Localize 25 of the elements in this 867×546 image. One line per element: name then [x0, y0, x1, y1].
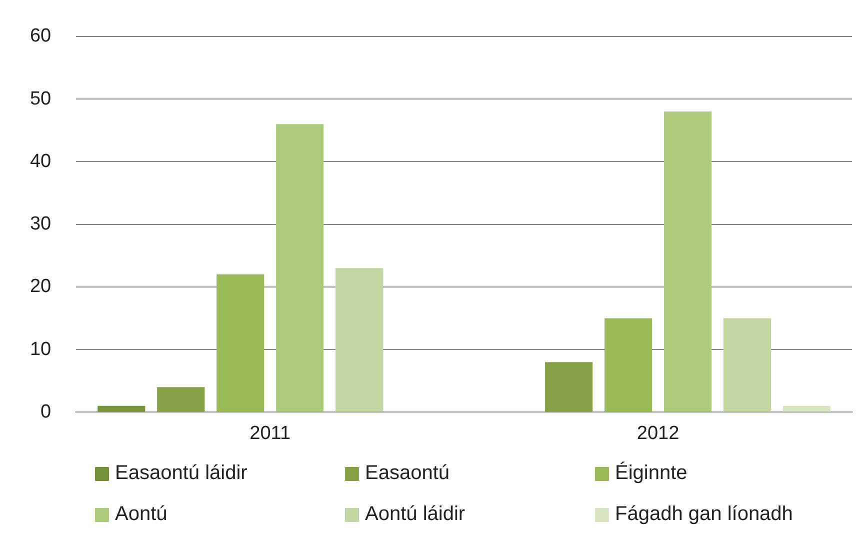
bar	[336, 268, 384, 412]
x-tick-label: 2011	[250, 422, 291, 444]
y-tick-label: 20	[30, 276, 52, 298]
bar	[157, 387, 205, 412]
legend-label: Easaontú láidir	[115, 462, 248, 485]
y-tick-label: 50	[30, 88, 52, 110]
y-tick-label: 10	[30, 338, 52, 360]
legend-label: Fágadh gan líonadh	[615, 503, 793, 526]
y-tick-label: 0	[40, 401, 52, 422]
legend-label: Easaontú	[365, 462, 450, 485]
y-tick-label: 30	[30, 214, 52, 235]
bar	[98, 406, 146, 412]
y-tick-label: 60	[30, 26, 52, 47]
bar	[664, 112, 712, 412]
legend-label: Aontú	[115, 503, 168, 526]
bar	[723, 318, 772, 412]
x-tick-label: 2012	[636, 422, 680, 444]
bar	[782, 406, 831, 412]
bar	[216, 274, 264, 412]
bar	[276, 124, 324, 412]
bar	[545, 362, 593, 412]
legend-label: Aontú láidir	[365, 503, 466, 526]
legend-label: Éiginnte	[615, 462, 688, 485]
bar	[604, 318, 652, 412]
y-tick-label: 40	[30, 150, 52, 172]
